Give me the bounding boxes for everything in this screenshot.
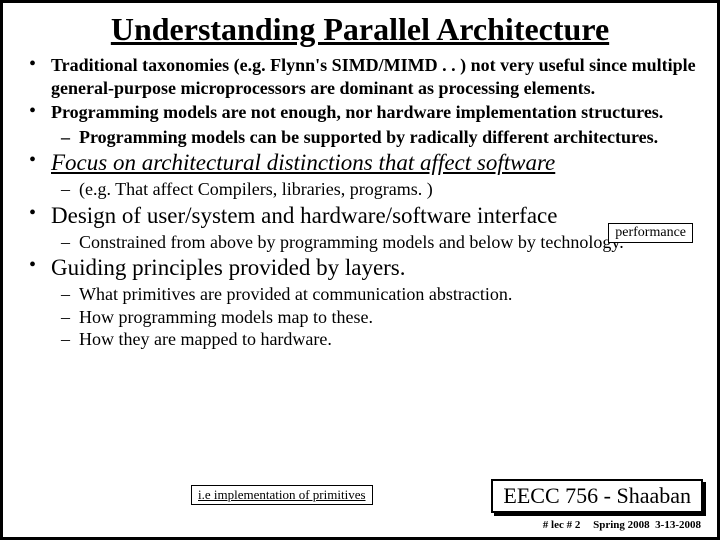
footer-date: 3-13-2008 bbox=[655, 519, 701, 531]
footer-term: Spring 2008 bbox=[593, 519, 650, 531]
slide-frame: Understanding Parallel Architecture Trad… bbox=[0, 0, 720, 540]
bullet-5-sub-1: What primitives are provided at communic… bbox=[61, 283, 699, 306]
bullet-5-sub: What primitives are provided at communic… bbox=[61, 283, 699, 351]
bullet-3-text: Focus on architectural distinctions that… bbox=[51, 150, 699, 176]
bullet-4-sub-1: Constrained from above by programming mo… bbox=[61, 231, 699, 254]
bullet-5-sub-3: How they are mapped to hardware. bbox=[61, 328, 699, 351]
course-box: EECC 756 - Shaaban bbox=[491, 479, 703, 513]
bullet-5-text: Guiding principles provided by layers. bbox=[51, 255, 699, 281]
slide-title: Understanding Parallel Architecture bbox=[21, 11, 699, 48]
bullet-5: Guiding principles provided by layers. W… bbox=[29, 255, 699, 351]
bullet-2-text: Programming models are not enough, nor h… bbox=[51, 101, 699, 124]
bullet-2-sub-1: Programming models can be supported by r… bbox=[61, 126, 699, 149]
bullet-3-sub: (e.g. That affect Compilers, libraries, … bbox=[61, 178, 699, 201]
bullet-4-text: Design of user/system and hardware/softw… bbox=[51, 203, 699, 229]
bullet-3-sub-1: (e.g. That affect Compilers, libraries, … bbox=[61, 178, 699, 201]
footer-lec: # lec # 2 bbox=[543, 519, 581, 531]
ie-callout: i.e implementation of primitives bbox=[191, 485, 373, 505]
performance-callout: performance bbox=[608, 223, 693, 243]
bullet-1: Traditional taxonomies (e.g. Flynn's SIM… bbox=[29, 54, 699, 99]
bullet-list: Traditional taxonomies (e.g. Flynn's SIM… bbox=[29, 54, 699, 351]
bullet-1-text: Traditional taxonomies (e.g. Flynn's SIM… bbox=[51, 54, 699, 99]
bullet-4-sub: Constrained from above by programming mo… bbox=[61, 231, 699, 254]
footer: # lec # 2 Spring 2008 3-13-2008 bbox=[543, 519, 701, 531]
bullet-3: Focus on architectural distinctions that… bbox=[29, 150, 699, 201]
bullet-5-sub-2: How programming models map to these. bbox=[61, 306, 699, 329]
bullet-4: Design of user/system and hardware/softw… bbox=[29, 203, 699, 254]
bullet-2: Programming models are not enough, nor h… bbox=[29, 101, 699, 148]
bullet-2-sub: Programming models can be supported by r… bbox=[61, 126, 699, 149]
